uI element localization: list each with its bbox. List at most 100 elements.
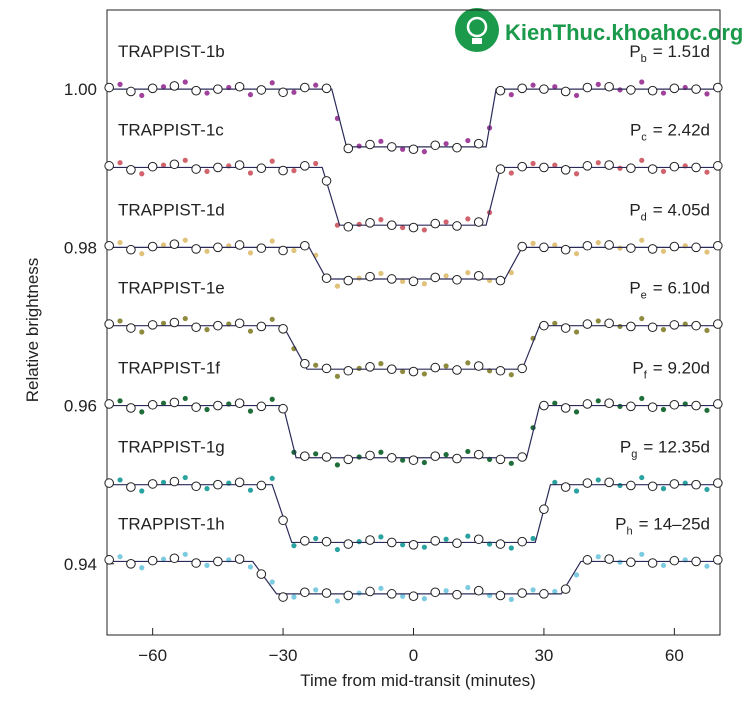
binned-point bbox=[560, 482, 571, 492]
binned-point bbox=[300, 587, 310, 598]
binned-point bbox=[430, 218, 441, 229]
data-point bbox=[182, 474, 188, 481]
binned-point bbox=[691, 162, 701, 173]
y-tick-label: 0.96 bbox=[64, 397, 97, 416]
binned-point bbox=[473, 217, 484, 227]
binned-point bbox=[408, 276, 419, 287]
data-point bbox=[552, 479, 558, 485]
period-symbol: P bbox=[620, 438, 631, 457]
binned-point bbox=[647, 402, 658, 412]
data-point bbox=[595, 81, 601, 87]
binned-point bbox=[104, 161, 114, 171]
binned-point bbox=[234, 318, 245, 329]
data-point bbox=[356, 454, 362, 460]
data-point bbox=[508, 596, 514, 602]
binned-point bbox=[647, 558, 658, 568]
data-point bbox=[617, 559, 623, 565]
binned-point bbox=[321, 273, 332, 283]
binned-point bbox=[104, 399, 114, 409]
binned-point bbox=[343, 365, 354, 376]
binned-point bbox=[452, 365, 462, 375]
binned-point bbox=[343, 539, 354, 549]
watermark-icon bbox=[455, 8, 499, 52]
binned-point bbox=[430, 451, 441, 462]
binned-point bbox=[495, 539, 506, 549]
binned-point bbox=[191, 164, 201, 174]
binned-point bbox=[213, 84, 223, 94]
binned-point bbox=[539, 84, 549, 94]
binned-point bbox=[169, 159, 180, 170]
data-point bbox=[443, 588, 449, 594]
data-point bbox=[269, 579, 275, 585]
binned-point bbox=[343, 221, 354, 232]
binned-point bbox=[147, 161, 158, 172]
data-point bbox=[182, 551, 188, 557]
data-point bbox=[639, 551, 645, 557]
data-point bbox=[660, 486, 667, 492]
binned-point bbox=[386, 220, 397, 230]
binned-point bbox=[126, 482, 136, 492]
binned-point bbox=[365, 586, 375, 597]
period-symbol: P bbox=[629, 42, 640, 61]
data-point bbox=[139, 565, 145, 571]
binned-point bbox=[669, 241, 680, 252]
light-curve bbox=[104, 79, 723, 155]
binned-point bbox=[104, 478, 114, 488]
binned-point bbox=[517, 83, 527, 94]
data-point bbox=[204, 248, 210, 254]
data-point bbox=[269, 475, 275, 481]
data-point bbox=[247, 564, 254, 570]
binned-point bbox=[647, 164, 658, 174]
binned-point bbox=[691, 242, 701, 253]
binned-point bbox=[126, 323, 136, 333]
binned-point bbox=[256, 243, 267, 253]
period-label: Pd = 4.05d bbox=[629, 200, 710, 223]
binned-point bbox=[300, 536, 310, 546]
period-value: = 6.10d bbox=[653, 279, 710, 298]
binned-point bbox=[691, 479, 701, 490]
binned-point bbox=[365, 362, 375, 372]
binned-point bbox=[604, 240, 614, 250]
binned-point bbox=[713, 82, 723, 93]
binned-point bbox=[278, 592, 288, 602]
data-point bbox=[443, 219, 449, 225]
binned-point bbox=[147, 241, 158, 252]
data-point bbox=[400, 146, 406, 152]
binned-point bbox=[539, 242, 549, 253]
binned-point bbox=[126, 86, 136, 97]
data-point bbox=[291, 247, 297, 254]
binned-point bbox=[539, 589, 549, 599]
data-point bbox=[639, 237, 645, 243]
period-subscript: c bbox=[641, 131, 647, 143]
binned-point bbox=[126, 244, 136, 255]
light-curve bbox=[104, 237, 723, 289]
binned-point bbox=[256, 569, 267, 579]
data-point bbox=[400, 542, 406, 548]
binned-point bbox=[321, 452, 332, 462]
data-point bbox=[530, 160, 536, 167]
data-point bbox=[356, 275, 362, 281]
binned-point bbox=[365, 271, 375, 282]
period-label: Pg = 12.35d bbox=[620, 438, 710, 461]
data-point bbox=[247, 170, 254, 176]
planet-name: TRAPPIST-1d bbox=[118, 200, 225, 219]
binned-point bbox=[582, 240, 593, 251]
binned-point bbox=[604, 554, 614, 564]
period-label: Pc = 2.42d bbox=[630, 120, 710, 143]
binned-point bbox=[300, 451, 310, 462]
data-point bbox=[465, 533, 471, 539]
binned-point bbox=[256, 85, 267, 95]
data-point bbox=[182, 237, 188, 243]
period-value: = 12.35d bbox=[643, 438, 710, 457]
data-point bbox=[378, 270, 384, 277]
data-point bbox=[117, 239, 123, 246]
data-point bbox=[421, 596, 427, 602]
data-point bbox=[247, 487, 254, 493]
binned-point bbox=[669, 83, 680, 94]
data-point bbox=[182, 315, 188, 322]
data-point bbox=[356, 143, 362, 149]
data-point bbox=[573, 171, 580, 177]
binned-point bbox=[365, 535, 375, 545]
data-point bbox=[704, 486, 710, 493]
data-point bbox=[400, 224, 406, 231]
